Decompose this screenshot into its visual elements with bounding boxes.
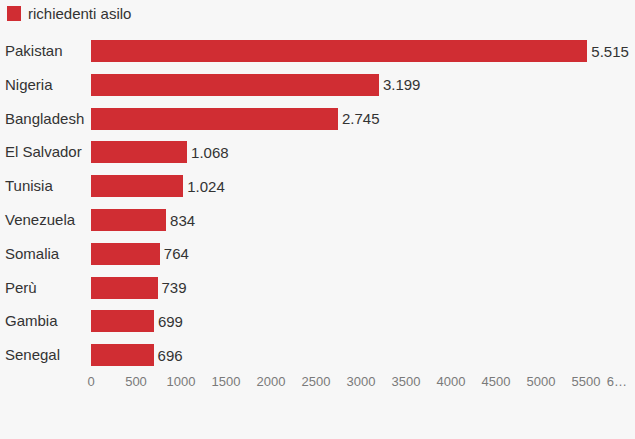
x-tick-label: 1500	[212, 374, 241, 389]
x-tick-label: 5000	[527, 374, 556, 389]
x-tick-label: 3500	[392, 374, 421, 389]
x-axis: 0 500 1000 1500 2000 2500 3000 3500 4000 4500 5000…	[0, 0, 635, 439]
x-tick-label: 6…	[607, 374, 627, 389]
x-tick-label: 2000	[257, 374, 286, 389]
x-tick-label: 4000	[437, 374, 466, 389]
x-tick-label: 3000	[347, 374, 376, 389]
x-tick-label: 2500	[302, 374, 331, 389]
x-tick-label: 0	[87, 374, 94, 389]
bar-chart: richiedenti asilo Pakistan5.515Nigeria3.…	[0, 0, 635, 439]
x-tick-label: 500	[125, 374, 147, 389]
x-tick-label: 5500	[572, 374, 601, 389]
x-tick-label: 4500	[482, 374, 511, 389]
x-tick-label: 1000	[167, 374, 196, 389]
